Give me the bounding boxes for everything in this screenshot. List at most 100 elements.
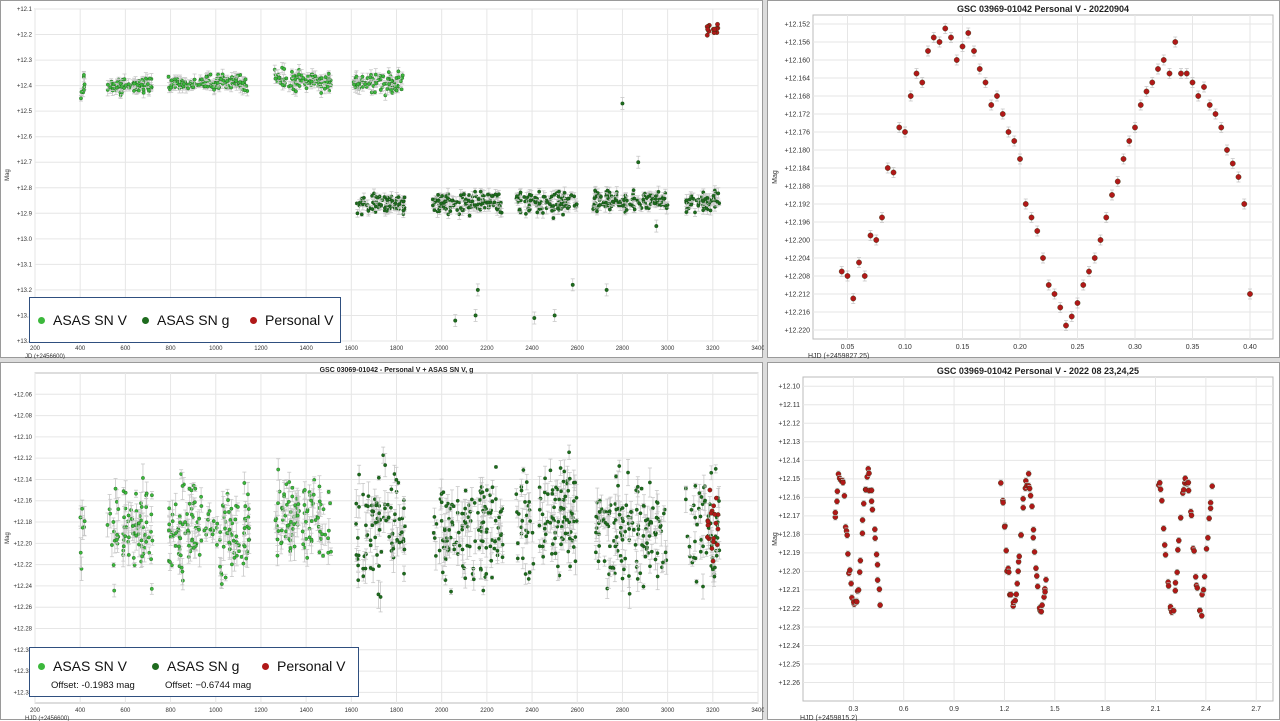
data-point-asas-sn-v [197,517,200,520]
data-point-asas-sn-v [205,75,208,78]
data-point-asas-sn-v [133,82,136,85]
x-tick-label: 2400 [525,346,539,352]
x-tick-label: 3000 [661,346,675,352]
data-point-asas-sn-v [108,86,111,89]
data-point-asas-sn-g [524,212,527,215]
data-point-asas-sn-g [383,195,386,198]
data-point-asas-sn-v [229,518,232,521]
x-tick-label: 1400 [299,346,313,352]
data-point-asas-sn-g [481,202,484,205]
data-point-asas-sn-v [223,527,226,530]
y-tick-label: +12.2 [17,33,33,39]
data-point-asas-sn-v [79,97,82,100]
data-point-asas-sn-g [654,197,657,200]
data-point-asas-sn-g [566,197,569,200]
y-tick-label: +12.18 [13,520,32,526]
y-tick-label: +12.188 [785,183,811,190]
data-point-personal-v [1242,201,1247,206]
data-point-asas-sn-v [167,529,170,532]
y-tick-label: +12.14 [13,477,32,483]
data-point-asas-sn-v [212,529,215,532]
data-point-asas-sn-v [230,507,233,510]
data-point-asas-sn-v [171,519,174,522]
data-point-asas-sn-g [705,207,708,210]
data-point-asas-sn-g [357,201,360,204]
data-point-personal-v [715,22,719,26]
data-point-asas-sn-v [194,487,197,490]
y-tick-label: +12.5 [17,109,33,115]
data-point-asas-sn-v [83,520,86,523]
legend-marker-asas-g [142,317,149,324]
data-point-asas-sn-v [216,81,219,84]
data-point-asas-sn-g [529,199,532,202]
data-point-asas-sn-g [596,191,599,194]
data-point-personal-v [1178,71,1183,76]
data-point-asas-sn-v [181,570,184,573]
data-point-asas-sn-v [168,523,171,526]
data-point-asas-sn-v [112,82,115,85]
data-point-personal-v [1150,80,1155,85]
data-point-personal-v [1144,89,1149,94]
data-point-personal-v [874,237,879,242]
x-tick-label: 2600 [571,346,585,352]
y-tick-label: +12.08 [13,414,32,420]
data-point-asas-sn-g [374,205,377,208]
data-point-asas-sn-g [653,202,656,205]
data-point-personal-v [983,80,988,85]
data-point-asas-sn-g [632,188,635,191]
data-point-asas-sn-v [132,89,135,92]
data-point-asas-sn-v [178,83,181,86]
data-point-personal-v [1109,192,1114,197]
data-point-asas-sn-v [127,82,130,85]
data-point-asas-sn-v [134,492,137,495]
y-tick-label: +13.2 [17,288,33,294]
data-point-asas-sn-v [243,545,246,548]
data-point-asas-sn-v [374,73,377,76]
data-point-personal-v [1213,111,1218,116]
data-point-asas-sn-v [327,72,330,75]
data-point-asas-sn-v [174,544,177,547]
data-point-asas-sn-g [530,194,533,197]
data-point-asas-sn-v [119,82,122,85]
data-point-personal-v [839,269,844,274]
data-point-asas-sn-v [400,88,403,91]
data-point-personal-v [1046,282,1051,287]
legend-item-asas-g: ASAS SN g [142,312,229,328]
y-tick-label: +12.16 [13,499,32,505]
data-point-outlier [476,288,480,292]
data-point-asas-sn-g [515,195,518,198]
data-point-asas-sn-g [717,192,720,195]
data-point-personal-v [1190,80,1195,85]
data-point-personal-v [1081,282,1086,287]
x-tick-label: 0.25 [1071,344,1085,351]
data-point-asas-sn-g [367,209,370,212]
data-point-personal-v [851,296,856,301]
data-point-asas-sn-v [372,84,375,87]
data-point-personal-v [1023,201,1028,206]
data-point-personal-v [1173,39,1178,44]
data-point-asas-sn-v [79,551,82,554]
legend-top-left: ASAS SN V ASAS SN g Personal V [29,297,341,343]
y-tick-label: +12.172 [785,111,811,118]
legend-item-personal: Personal V [250,312,333,328]
x-axis-label: JD (+2456600) [25,354,65,359]
data-point-asas-sn-v [207,512,210,515]
data-point-asas-sn-v [324,75,327,78]
data-point-asas-sn-v [179,537,182,540]
data-point-asas-sn-v [401,74,404,77]
legend-label-personal: Personal V [265,312,333,328]
x-tick-label: 2000 [435,346,449,352]
data-point-asas-sn-v [112,563,115,566]
x-tick-label: 3400 [751,708,764,714]
data-point-asas-sn-v [204,85,207,88]
data-point-asas-sn-g [688,198,691,201]
data-point-asas-sn-v [226,79,229,82]
data-point-asas-sn-v [246,493,249,496]
data-point-asas-sn-v [127,514,130,517]
data-point-asas-sn-v [234,79,237,82]
data-point-asas-sn-g [621,204,624,207]
data-point-asas-sn-v [117,507,120,510]
data-point-asas-sn-v [274,77,277,80]
